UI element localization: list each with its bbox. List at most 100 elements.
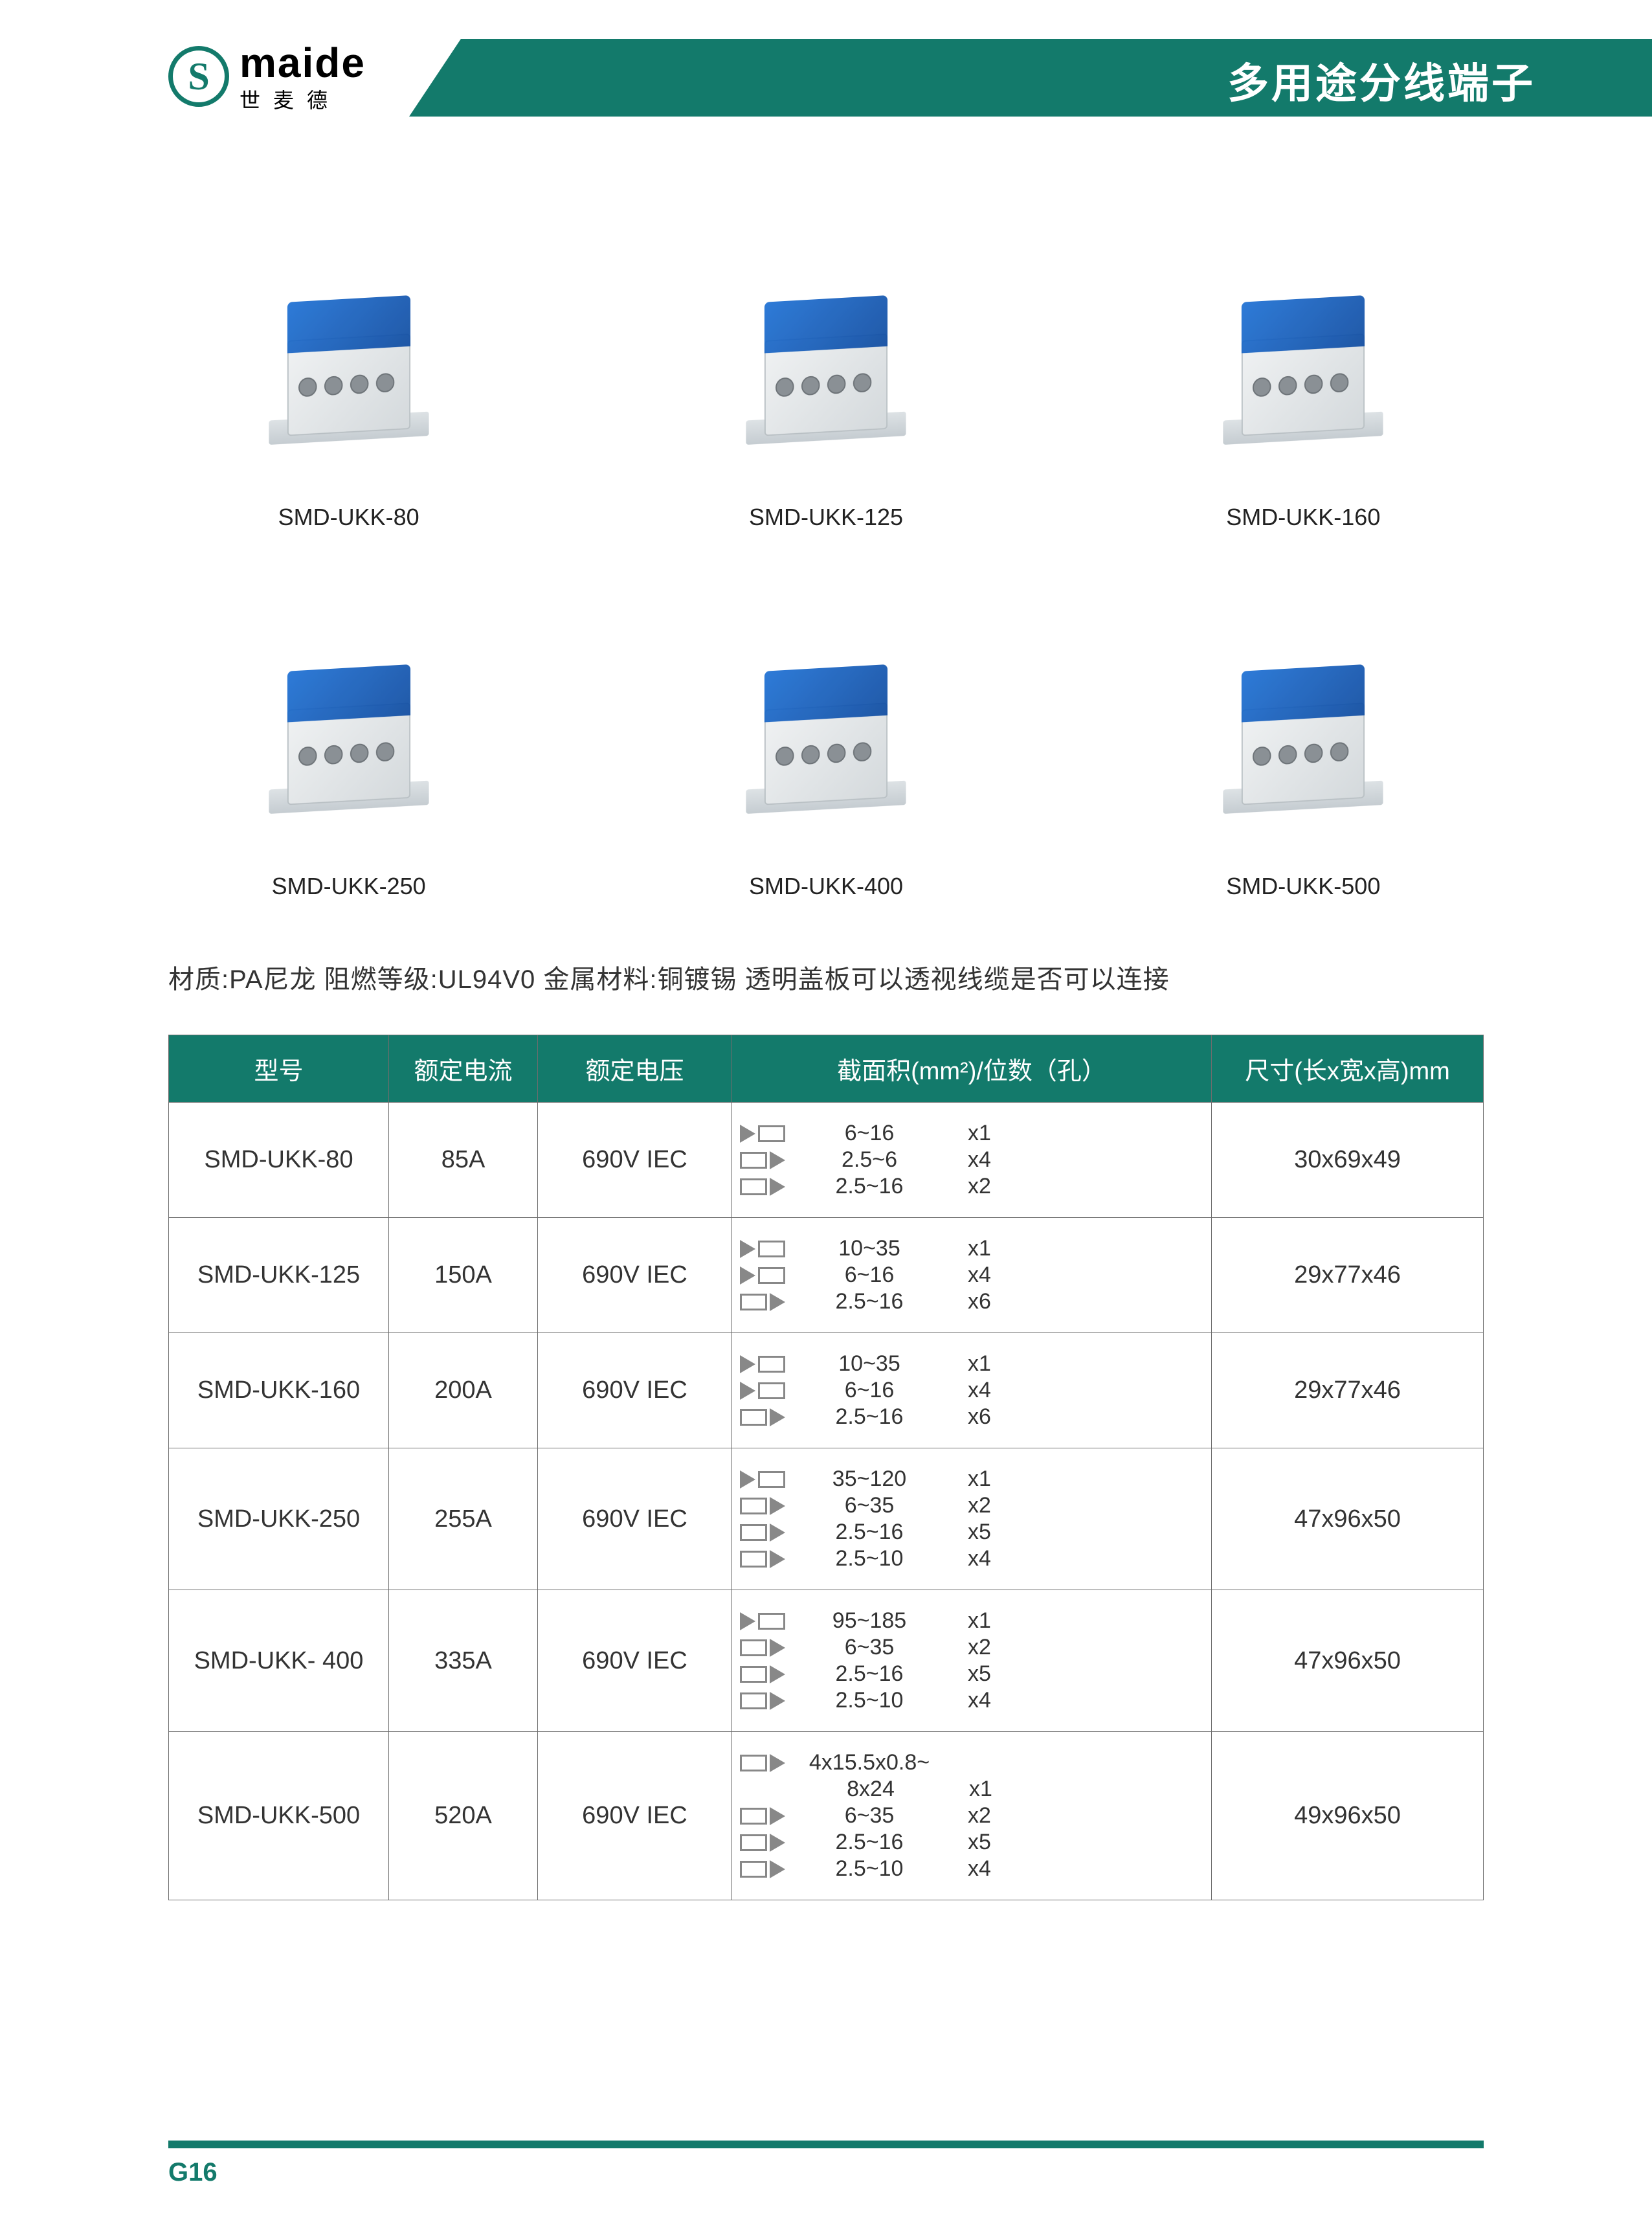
cross-section-item: 95~185 x1 xyxy=(740,1608,1203,1634)
socket-in-icon xyxy=(740,1382,785,1400)
col-header-cross: 截面积(mm²)/位数（孔） xyxy=(732,1035,1212,1103)
socket-out-icon xyxy=(740,1550,785,1568)
cross-count: x1 xyxy=(954,1467,1005,1492)
cross-count: x1 xyxy=(954,1121,1005,1146)
cross-section-item: 2.5~16 x5 xyxy=(740,1661,1203,1687)
page-number: G16 xyxy=(168,2158,218,2187)
product-image xyxy=(213,220,485,492)
col-header-model: 型号 xyxy=(169,1035,389,1103)
cell-current: 150A xyxy=(389,1218,538,1333)
terminal-block-icon xyxy=(1217,275,1389,437)
cross-range: 2.5~10 xyxy=(805,1856,934,1882)
product-label: SMD-UKK-160 xyxy=(1226,504,1380,531)
col-header-current: 额定电流 xyxy=(389,1035,538,1103)
cross-range: 2.5~10 xyxy=(805,1546,934,1571)
cell-dims: 47x96x50 xyxy=(1212,1448,1484,1590)
page-title: 多用途分线端子 xyxy=(1227,51,1535,110)
cell-voltage: 690V IEC xyxy=(538,1590,732,1732)
terminal-block-icon xyxy=(740,644,912,806)
table-row: SMD-UKK-250 255A 690V IEC 35~120 x1 6~35… xyxy=(169,1448,1484,1590)
cross-count: x4 xyxy=(954,1147,1005,1173)
cross-range: 2.5~16 xyxy=(805,1174,934,1199)
cross-range: 8x24 xyxy=(806,1777,935,1802)
cross-section-item: 10~35 x1 xyxy=(740,1236,1203,1261)
table-row: SMD-UKK-125 150A 690V IEC 10~35 x1 6~16 … xyxy=(169,1218,1484,1333)
cross-range: 6~35 xyxy=(805,1493,934,1518)
product-label: SMD-UKK-80 xyxy=(278,504,419,531)
cell-model: SMD-UKK-160 xyxy=(169,1333,389,1448)
socket-out-icon xyxy=(740,1754,785,1772)
cross-range: 6~35 xyxy=(805,1803,934,1828)
cross-range: 6~16 xyxy=(805,1121,934,1146)
cross-range: 6~16 xyxy=(805,1263,934,1288)
socket-out-icon xyxy=(740,1497,785,1515)
cross-range: 10~35 xyxy=(805,1351,934,1377)
page-header: 多用途分线端子 S maide 世麦德 xyxy=(0,0,1652,129)
cell-cross: 95~185 x1 6~35 x2 2.5~16 x5 2.5~ xyxy=(732,1590,1212,1732)
cross-count: x6 xyxy=(954,1404,1005,1430)
cross-section-item: 2.5~16 x6 xyxy=(740,1404,1203,1430)
socket-in-icon xyxy=(740,1612,785,1630)
cell-model: SMD-UKK-125 xyxy=(169,1218,389,1333)
cell-voltage: 690V IEC xyxy=(538,1218,732,1333)
cell-model: SMD-UKK- 400 xyxy=(169,1590,389,1732)
cross-range: 10~35 xyxy=(805,1236,934,1261)
product-label: SMD-UKK-500 xyxy=(1226,873,1380,900)
cross-section-item: 6~16 x4 xyxy=(740,1378,1203,1403)
cross-section-item: 2.5~10 x4 xyxy=(740,1688,1203,1713)
product-card: SMD-UKK-160 xyxy=(1123,220,1484,531)
cross-count: x4 xyxy=(954,1263,1005,1288)
socket-in-icon xyxy=(740,1240,785,1258)
cell-cross: 4x15.5x0.8~ 8x24 x1 6~35 x2 2.5 xyxy=(732,1732,1212,1900)
cross-section-item: 2.5~16 x5 xyxy=(740,1520,1203,1545)
cell-current: 335A xyxy=(389,1590,538,1732)
socket-out-icon xyxy=(740,1807,785,1825)
cross-section-item: 2.5~16 x2 xyxy=(740,1174,1203,1199)
cross-section-item: 6~35 x2 xyxy=(740,1635,1203,1660)
cross-count: x2 xyxy=(954,1803,1005,1828)
socket-in-icon xyxy=(740,1125,785,1143)
product-card: SMD-UKK-250 xyxy=(168,589,529,900)
product-label: SMD-UKK-400 xyxy=(749,873,903,900)
terminal-block-icon xyxy=(263,275,435,437)
product-grid: SMD-UKK-80 SMD-UKK-125 SMD-UKK-1 xyxy=(168,220,1484,900)
socket-out-icon xyxy=(740,1639,785,1657)
cross-section-item: 10~35 x1 xyxy=(740,1351,1203,1377)
product-image xyxy=(1167,589,1439,861)
cross-section-item: 2.5~6 x4 xyxy=(740,1147,1203,1173)
cross-count: x4 xyxy=(954,1688,1005,1713)
cross-section-item: 2.5~10 x4 xyxy=(740,1546,1203,1571)
socket-out-icon xyxy=(740,1151,785,1169)
cross-section-item: 2.5~16 x5 xyxy=(740,1830,1203,1855)
cross-count: x2 xyxy=(954,1174,1005,1199)
cell-cross: 10~35 x1 6~16 x4 2.5~16 x6 xyxy=(732,1218,1212,1333)
cross-range: 2.5~16 xyxy=(805,1830,934,1855)
cross-section-item: 6~35 x2 xyxy=(740,1803,1203,1828)
cell-current: 200A xyxy=(389,1333,538,1448)
table-row: SMD-UKK-80 85A 690V IEC 6~16 x1 2.5~6 x4… xyxy=(169,1103,1484,1218)
socket-out-icon xyxy=(740,1523,785,1542)
cell-model: SMD-UKK-250 xyxy=(169,1448,389,1590)
cross-count: x1 xyxy=(955,1777,1007,1802)
socket-out-icon xyxy=(740,1834,785,1852)
logo-english: maide xyxy=(240,39,366,87)
material-description: 材质:PA尼龙 阻燃等级:UL94V0 金属材料:铜镀锡 透明盖板可以透视线缆是… xyxy=(168,958,1484,996)
terminal-block-icon xyxy=(1217,644,1389,806)
product-card: SMD-UKK-500 xyxy=(1123,589,1484,900)
cell-voltage: 690V IEC xyxy=(538,1333,732,1448)
col-header-voltage: 额定电压 xyxy=(538,1035,732,1103)
cell-dims: 29x77x46 xyxy=(1212,1218,1484,1333)
product-card: SMD-UKK-125 xyxy=(645,220,1006,531)
logo-mark-icon: S xyxy=(168,46,229,107)
cell-cross: 35~120 x1 6~35 x2 2.5~16 x5 2.5~ xyxy=(732,1448,1212,1590)
cross-section-item: 6~16 x4 xyxy=(740,1263,1203,1288)
logo-chinese: 世麦德 xyxy=(240,84,366,114)
cross-range: 6~35 xyxy=(805,1635,934,1660)
cross-section-item: 6~35 x2 xyxy=(740,1493,1203,1518)
cross-section-item: 2.5~16 x6 xyxy=(740,1289,1203,1314)
table-row: SMD-UKK-500 520A 690V IEC 4x15.5x0.8~ 8x… xyxy=(169,1732,1484,1900)
product-image xyxy=(690,220,962,492)
cell-cross: 10~35 x1 6~16 x4 2.5~16 x6 xyxy=(732,1333,1212,1448)
cross-section-item: 35~120 x1 xyxy=(740,1467,1203,1492)
cell-current: 85A xyxy=(389,1103,538,1218)
